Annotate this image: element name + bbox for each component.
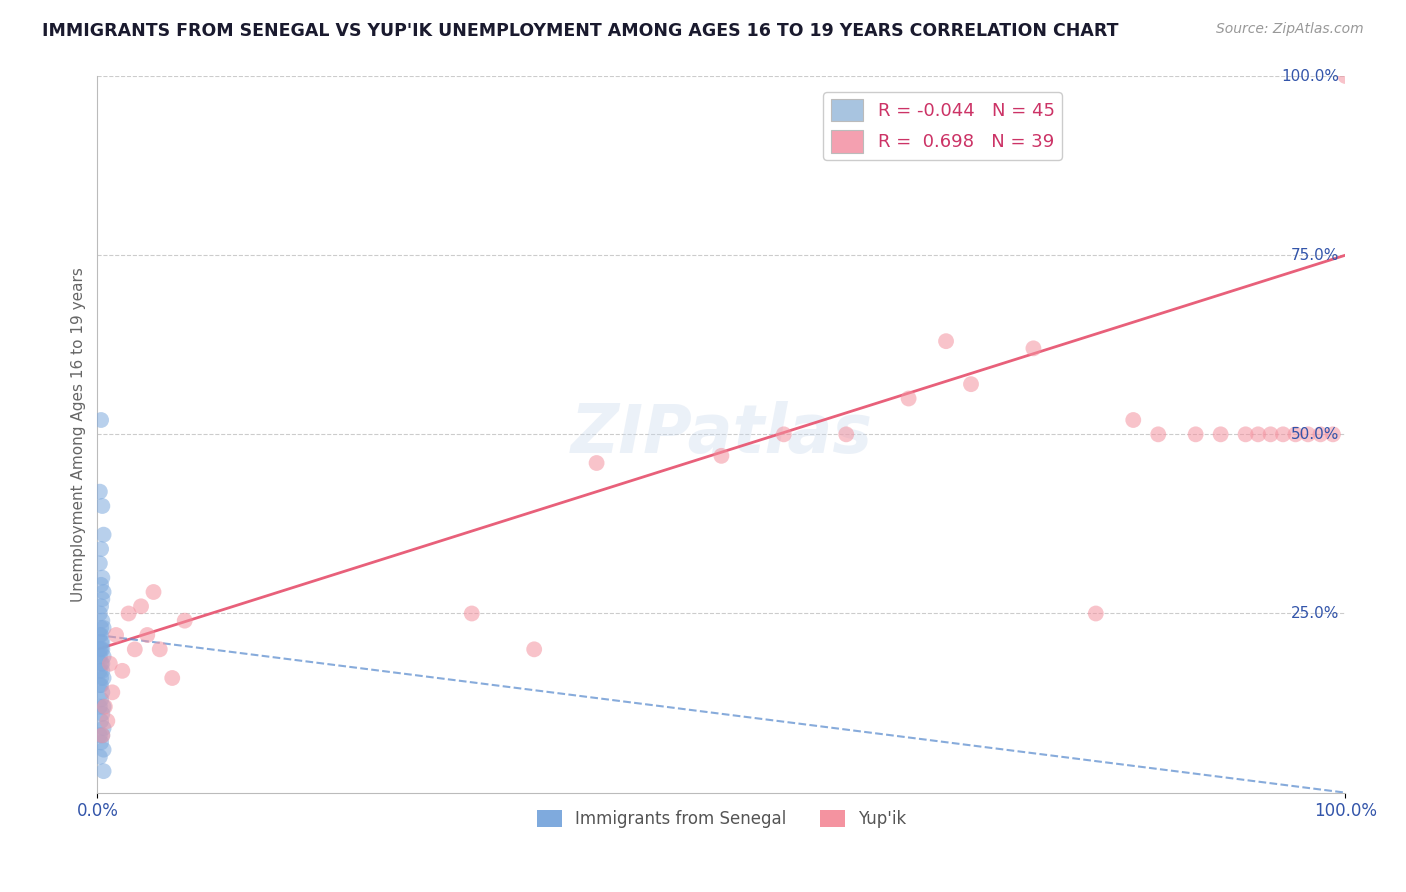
Point — [1209, 427, 1232, 442]
Point — [90, 678, 112, 692]
Text: 100.0%: 100.0% — [1281, 69, 1339, 84]
Point — [91, 642, 114, 657]
Point — [94, 699, 117, 714]
Text: IMMIGRANTS FROM SENEGAL VS YUP'IK UNEMPLOYMENT AMONG AGES 16 TO 19 YEARS CORRELA: IMMIGRANTS FROM SENEGAL VS YUP'IK UNEMPL… — [42, 22, 1119, 40]
Point — [101, 685, 124, 699]
Point — [91, 499, 114, 513]
Point — [1184, 427, 1206, 442]
Point — [90, 671, 112, 685]
Point — [162, 671, 184, 685]
Point — [91, 728, 114, 742]
Point — [91, 614, 114, 628]
Point — [91, 706, 114, 721]
Point — [461, 607, 484, 621]
Text: Source: ZipAtlas.com: Source: ZipAtlas.com — [1216, 22, 1364, 37]
Point — [585, 456, 607, 470]
Point — [90, 541, 112, 556]
Point — [93, 649, 115, 664]
Point — [90, 621, 112, 635]
Point — [93, 721, 115, 735]
Point — [897, 392, 920, 406]
Point — [1284, 427, 1306, 442]
Point — [98, 657, 121, 671]
Point — [89, 484, 111, 499]
Text: 25.0%: 25.0% — [1291, 606, 1339, 621]
Point — [91, 657, 114, 671]
Point — [1260, 427, 1282, 442]
Point — [89, 664, 111, 678]
Point — [149, 642, 172, 657]
Point — [523, 642, 546, 657]
Point — [93, 764, 115, 779]
Point — [90, 635, 112, 649]
Point — [111, 664, 134, 678]
Point — [93, 621, 115, 635]
Point — [93, 699, 115, 714]
Y-axis label: Unemployment Among Ages 16 to 19 years: Unemployment Among Ages 16 to 19 years — [72, 267, 86, 602]
Point — [1322, 427, 1344, 442]
Point — [96, 714, 118, 728]
Point — [91, 664, 114, 678]
Point — [90, 642, 112, 657]
Point — [1334, 69, 1357, 83]
Point — [124, 642, 146, 657]
Point — [90, 714, 112, 728]
Point — [90, 657, 112, 671]
Point — [136, 628, 159, 642]
Point — [142, 585, 165, 599]
Point — [1084, 607, 1107, 621]
Text: 75.0%: 75.0% — [1291, 248, 1339, 262]
Point — [90, 628, 112, 642]
Point — [835, 427, 858, 442]
Point — [93, 527, 115, 541]
Point — [1309, 427, 1331, 442]
Point — [91, 571, 114, 585]
Text: 50.0%: 50.0% — [1291, 427, 1339, 442]
Point — [1147, 427, 1170, 442]
Point — [90, 578, 112, 592]
Legend: Immigrants from Senegal, Yup'ik: Immigrants from Senegal, Yup'ik — [530, 803, 912, 835]
Point — [960, 377, 983, 392]
Point — [1022, 342, 1045, 356]
Point — [1296, 427, 1319, 442]
Point — [90, 692, 112, 706]
Point — [91, 685, 114, 699]
Point — [90, 413, 112, 427]
Point — [93, 585, 115, 599]
Point — [89, 649, 111, 664]
Point — [173, 614, 195, 628]
Point — [93, 742, 115, 756]
Text: ZIPatlas: ZIPatlas — [571, 401, 872, 467]
Point — [90, 599, 112, 614]
Point — [89, 642, 111, 657]
Point — [89, 557, 111, 571]
Point — [710, 449, 733, 463]
Point — [1247, 427, 1270, 442]
Point — [89, 749, 111, 764]
Point — [91, 592, 114, 607]
Point — [90, 735, 112, 749]
Point — [129, 599, 152, 614]
Point — [89, 678, 111, 692]
Point — [89, 699, 111, 714]
Point — [105, 628, 128, 642]
Point — [117, 607, 139, 621]
Point — [91, 728, 114, 742]
Point — [91, 635, 114, 649]
Point — [1234, 427, 1257, 442]
Point — [93, 671, 115, 685]
Point — [89, 728, 111, 742]
Point — [935, 334, 957, 348]
Point — [1122, 413, 1144, 427]
Point — [89, 628, 111, 642]
Point — [89, 607, 111, 621]
Point — [772, 427, 794, 442]
Point — [1272, 427, 1295, 442]
